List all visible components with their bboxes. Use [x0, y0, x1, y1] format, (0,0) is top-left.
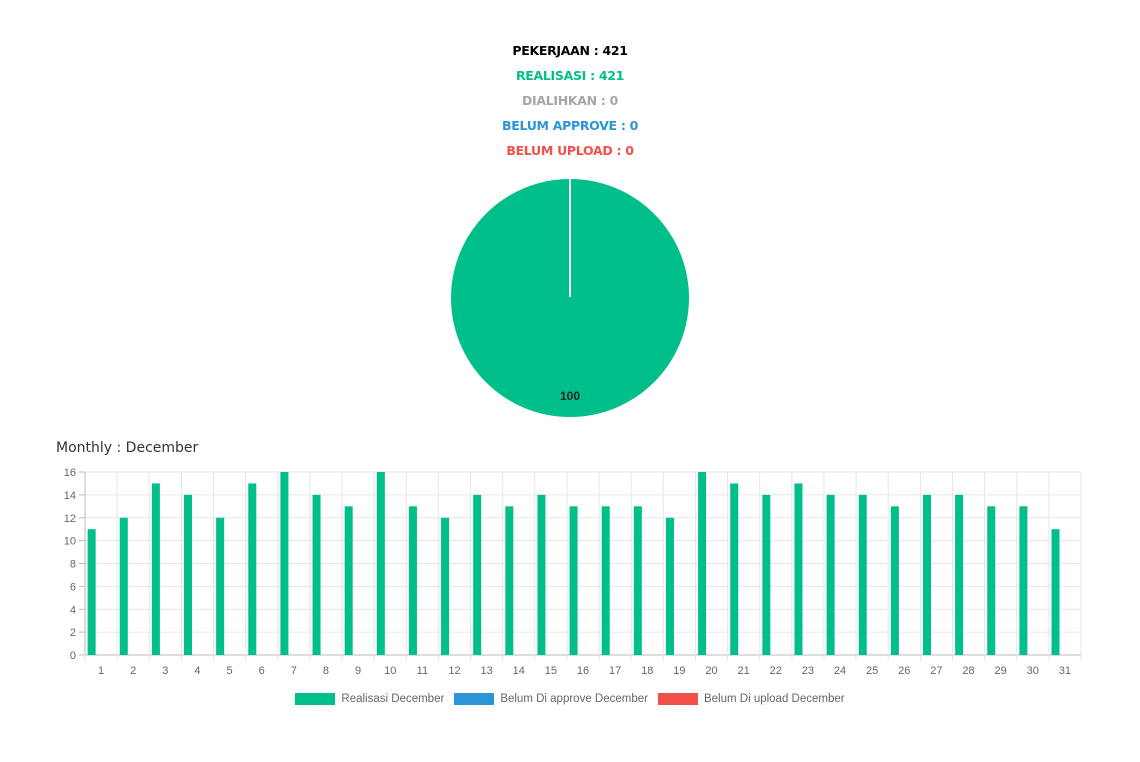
pekerjaan-count: PEKERJAAN : 421 — [512, 43, 628, 58]
x-tick-label: 19 — [673, 665, 685, 677]
x-tick-label: 13 — [480, 665, 492, 677]
x-tick-label: 30 — [1027, 665, 1039, 677]
pie-data-label: 100 — [560, 389, 580, 403]
bar[interactable] — [762, 494, 771, 655]
x-tick-label: 20 — [705, 665, 717, 677]
legend-swatch-realisasi — [295, 693, 336, 705]
bar[interactable] — [537, 494, 546, 655]
y-tick-label: 14 — [64, 490, 76, 502]
x-tick-label: 3 — [162, 665, 168, 677]
x-tick-label: 9 — [355, 665, 361, 677]
bar[interactable] — [312, 494, 321, 655]
realisasi-count: REALISASI : 421 — [515, 68, 625, 83]
pie-chart-container: 100 — [440, 170, 700, 430]
bar[interactable] — [569, 506, 578, 655]
x-tick-label: 16 — [577, 665, 589, 677]
monthly-title: Monthly : December — [56, 440, 199, 456]
bar[interactable] — [408, 506, 417, 655]
bar[interactable] — [505, 506, 514, 655]
x-tick-label: 25 — [866, 665, 878, 677]
bar[interactable] — [601, 506, 610, 655]
bar[interactable] — [441, 517, 450, 655]
x-tick-label: 11 — [417, 665, 428, 677]
bar[interactable] — [890, 506, 899, 655]
x-tick-label: 7 — [291, 665, 297, 677]
y-tick-label: 2 — [70, 627, 76, 639]
legend-item-realisasi[interactable]: Realisasi December — [295, 693, 444, 705]
bar[interactable] — [858, 494, 867, 655]
y-tick-label: 16 — [64, 467, 76, 479]
y-tick-label: 8 — [70, 559, 76, 571]
x-tick-label: 21 — [738, 665, 750, 677]
bar-chart-legend: Realisasi December Belum Di approve Dece… — [0, 693, 1140, 705]
x-tick-label: 24 — [834, 665, 846, 677]
bar[interactable] — [955, 494, 964, 655]
y-tick-label: 6 — [70, 581, 76, 593]
bar[interactable] — [248, 483, 257, 655]
pie-slice[interactable] — [451, 179, 689, 417]
x-tick-label: 4 — [194, 665, 200, 677]
bar[interactable] — [280, 472, 289, 655]
bar[interactable] — [633, 506, 642, 655]
legend-label-belum-upload: Belum Di upload December — [703, 693, 845, 705]
summary-block: PEKERJAAN : 421 REALISASI : 421 DIALIHKA… — [0, 42, 1140, 167]
x-tick-label: 29 — [995, 665, 1007, 677]
bar[interactable] — [730, 483, 739, 655]
legend-swatch-belum-upload — [657, 693, 698, 705]
x-tick-label: 26 — [898, 665, 910, 677]
bar[interactable] — [987, 506, 996, 655]
x-tick-label: 17 — [609, 665, 621, 677]
x-tick-label: 22 — [770, 665, 782, 677]
y-tick-label: 4 — [70, 604, 76, 616]
x-tick-label: 14 — [513, 665, 525, 677]
legend-item-belum-approve[interactable]: Belum Di approve December — [454, 693, 648, 705]
bar[interactable] — [1051, 529, 1060, 655]
bar[interactable] — [216, 517, 225, 655]
x-tick-label: 31 — [1059, 665, 1071, 677]
legend-swatch-belum-approve — [454, 693, 495, 705]
bar[interactable] — [922, 494, 932, 655]
x-tick-label: 10 — [384, 665, 396, 677]
bar[interactable] — [87, 529, 96, 655]
bar[interactable] — [826, 494, 835, 655]
y-tick-label: 0 — [70, 650, 76, 662]
x-tick-label: 23 — [802, 665, 814, 677]
bar[interactable] — [184, 494, 193, 655]
y-tick-label: 12 — [64, 513, 76, 525]
bar-chart-container: 0 2 4 6 8 10 12 14 16 1 2 3 4 5 6 7 8 9 10 11 12 13 14 15 16 17 18… — [40, 462, 1100, 692]
x-tick-label: 28 — [962, 665, 974, 677]
bar[interactable] — [119, 517, 128, 655]
x-tick-label: 5 — [227, 665, 233, 677]
legend-label-belum-approve: Belum Di approve December — [500, 693, 648, 705]
bar[interactable] — [665, 517, 674, 655]
bar[interactable] — [376, 472, 385, 655]
belum-approve-count: BELUM APPROVE : 0 — [502, 118, 638, 133]
x-tick-label: 15 — [545, 665, 557, 677]
pie-chart[interactable]: 100 — [440, 170, 700, 430]
dialihkan-count: DIALIHKAN : 0 — [521, 93, 619, 108]
bar[interactable] — [344, 506, 353, 655]
bar[interactable] — [1019, 506, 1028, 655]
x-tick-label: 8 — [323, 665, 329, 677]
bar[interactable] — [473, 494, 482, 655]
bar[interactable] — [794, 483, 803, 655]
x-tick-label: 12 — [448, 665, 460, 677]
x-tick-label: 18 — [641, 665, 653, 677]
bar[interactable] — [698, 472, 707, 655]
bar[interactable] — [151, 483, 160, 655]
x-tick-label: 27 — [930, 665, 942, 677]
belum-upload-count: BELUM UPLOAD : 0 — [506, 143, 634, 158]
x-tick-label: 1 — [98, 665, 104, 677]
x-tick-label: 6 — [259, 665, 265, 677]
legend-label-realisasi: Realisasi December — [341, 693, 445, 705]
legend-item-belum-upload[interactable]: Belum Di upload December — [657, 693, 845, 705]
y-tick-label: 10 — [64, 536, 76, 548]
x-tick-label: 2 — [130, 665, 136, 677]
